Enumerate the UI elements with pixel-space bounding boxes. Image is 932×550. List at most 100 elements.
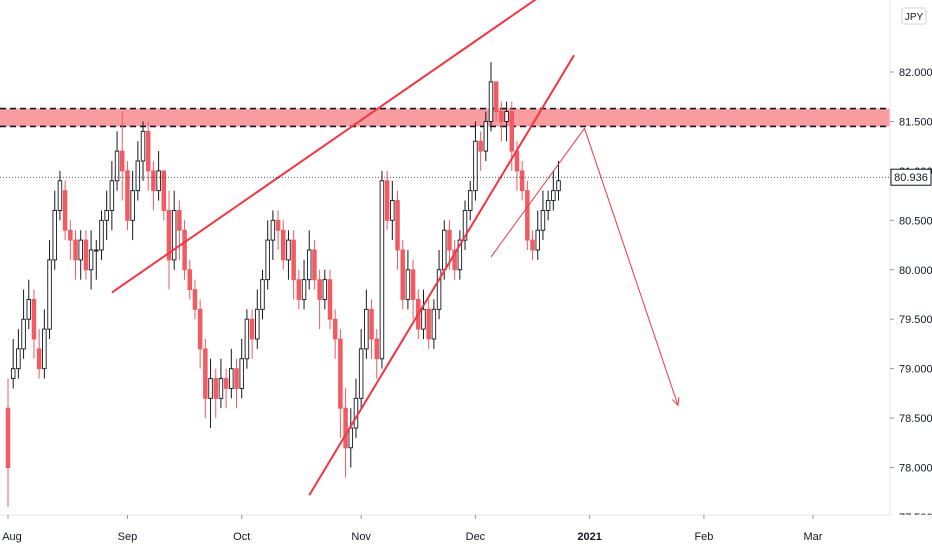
candle: [171, 190, 177, 270]
candle-body: [62, 190, 68, 231]
candle-body: [78, 239, 83, 261]
candle: [395, 190, 400, 270]
candle-body: [260, 279, 265, 310]
y-tick-label: 82.000: [899, 67, 932, 79]
candle: [421, 289, 426, 339]
candle: [426, 299, 431, 349]
candle-body: [265, 239, 270, 281]
candle: [473, 121, 478, 201]
candle: [312, 240, 317, 290]
candle-body: [161, 170, 167, 211]
candle: [88, 230, 94, 290]
candle-body: [353, 397, 359, 429]
candle-body: [125, 170, 130, 221]
candle-body: [545, 200, 551, 211]
candle: [52, 190, 57, 270]
price-axis[interactable]: 82.00081.50081.00080.50080.00079.50079.0…: [889, 0, 932, 524]
candle: [478, 131, 483, 171]
candle: [286, 230, 291, 280]
candle: [358, 329, 364, 409]
candle: [192, 279, 198, 320]
candle: [364, 289, 369, 359]
price-axis-bg: [890, 0, 932, 515]
candle: [151, 161, 156, 211]
candle: [405, 250, 411, 310]
candle: [353, 378, 359, 438]
candle-body: [478, 140, 483, 152]
candle-body: [36, 348, 42, 370]
candle-body: [26, 298, 32, 320]
candle: [208, 358, 213, 428]
candle: [31, 289, 37, 359]
y-tick-label: 81.500: [899, 116, 932, 128]
candle-body: [99, 219, 104, 251]
candle-body: [540, 209, 546, 231]
candle-body: [5, 407, 11, 469]
candle-body: [156, 170, 161, 192]
candle: [556, 161, 561, 201]
candle-body: [140, 130, 146, 162]
candle-body: [488, 81, 494, 122]
candle: [218, 358, 224, 409]
candle-body: [223, 378, 229, 389]
candle: [182, 220, 187, 280]
candle-body: [405, 269, 411, 300]
candle-body: [447, 229, 452, 251]
x-tick-label: Nov: [351, 531, 371, 543]
candle: [504, 101, 509, 142]
candle: [483, 111, 489, 161]
candle: [120, 111, 125, 201]
candle-body: [499, 111, 504, 122]
candle-body: [467, 190, 473, 211]
current-price-tag-box: [890, 168, 932, 186]
candle-body: [436, 269, 442, 310]
current-price-label: 80.936: [894, 172, 928, 184]
candle: [291, 230, 296, 300]
candle: [525, 180, 530, 250]
lower-trendline: [308, 54, 575, 496]
candle: [249, 309, 255, 359]
candle: [452, 240, 457, 280]
candle: [379, 170, 385, 369]
candle-body: [317, 279, 322, 300]
candle: [327, 269, 333, 330]
candle: [47, 240, 52, 339]
candle-body: [213, 378, 218, 399]
candle: [203, 339, 208, 419]
candle: [545, 190, 551, 221]
candle: [244, 309, 250, 369]
candle-body: [73, 239, 78, 261]
candle: [125, 161, 130, 231]
candle-body: [145, 130, 151, 172]
resistance-zone-group: [0, 107, 890, 128]
candle: [296, 269, 302, 310]
time-axis[interactable]: Aug Sep Oct Nov Dec 2021 Feb Mar: [0, 514, 932, 550]
candle: [540, 190, 546, 241]
candle: [374, 329, 379, 379]
candle: [281, 220, 286, 270]
candle-body: [31, 298, 37, 340]
candle: [5, 378, 11, 508]
y-tick-label: 79.000: [899, 364, 932, 376]
candle: [234, 358, 239, 409]
candle-body: [218, 378, 224, 399]
candle: [530, 230, 535, 260]
candle: [83, 230, 89, 280]
candle-body: [343, 407, 348, 449]
candle: [322, 269, 328, 310]
candle-body: [21, 318, 26, 350]
x-tick-label: Sep: [118, 531, 138, 543]
candle-body: [457, 239, 463, 271]
candle: [94, 240, 99, 280]
candle: [410, 259, 416, 320]
candle-body: [10, 368, 16, 380]
candle: [187, 259, 193, 300]
candle-body: [83, 239, 89, 271]
candle-body: [291, 239, 296, 281]
candle: [104, 190, 109, 241]
upper-trendline: [111, 0, 537, 294]
candle-body: [374, 338, 379, 360]
x-tick-label: Mar: [804, 531, 823, 543]
candle-body: [395, 200, 400, 251]
